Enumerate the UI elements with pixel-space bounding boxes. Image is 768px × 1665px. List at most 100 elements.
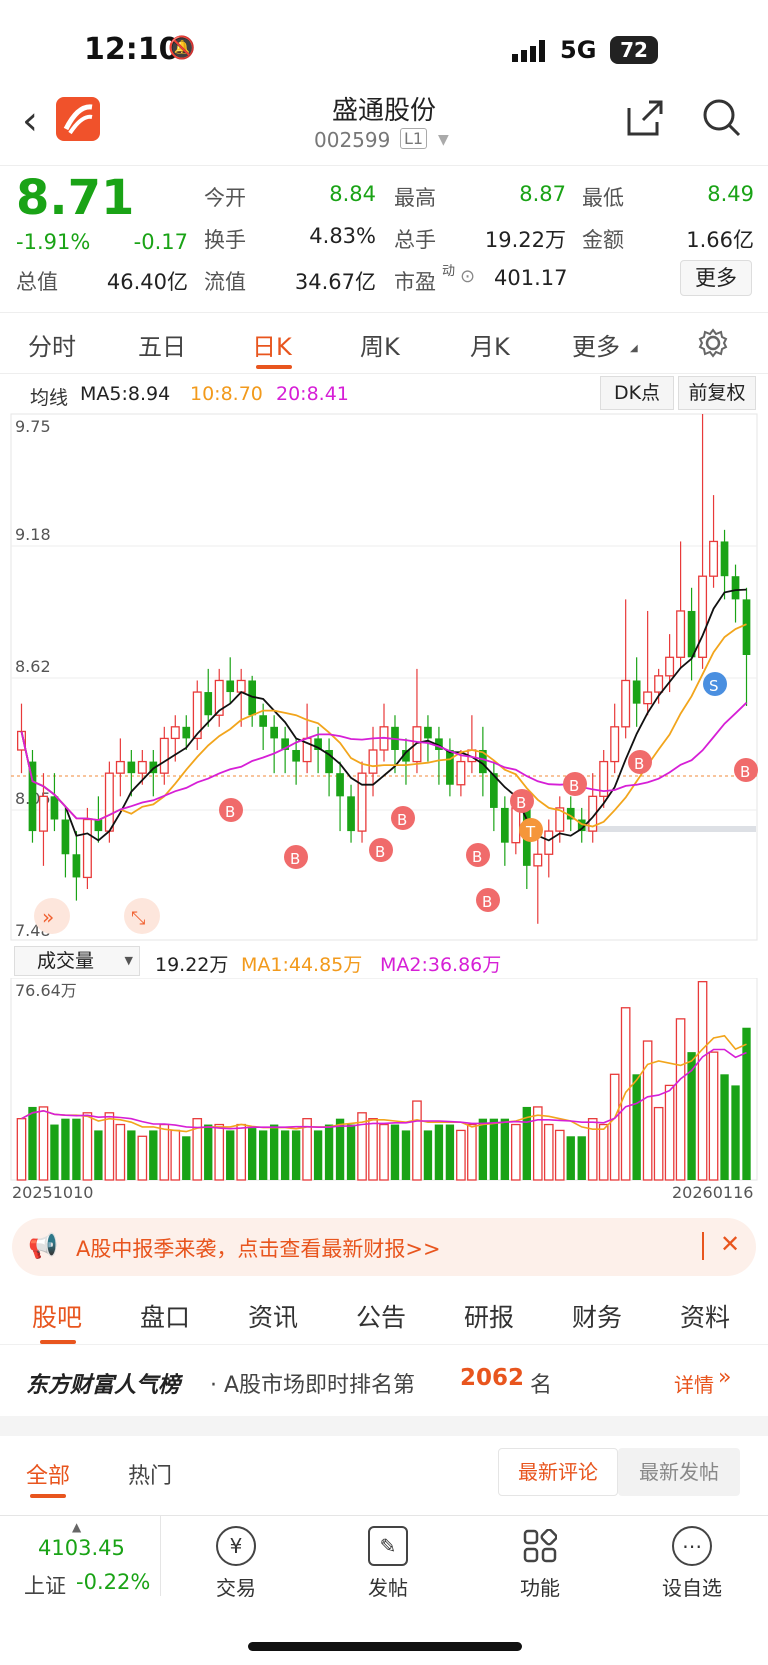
- volume-bar: [664, 1084, 675, 1181]
- indicator-selector[interactable]: 成交量 ▼: [14, 946, 140, 976]
- sort-latest-post[interactable]: 最新发帖: [618, 1448, 740, 1496]
- svg-text:S: S: [709, 677, 719, 695]
- nav-trade[interactable]: ¥ 交易: [186, 1526, 286, 1601]
- rank-detail-link[interactable]: 详情: [674, 1373, 714, 1397]
- price-tick-1: 9.75: [15, 417, 51, 436]
- tab-indicator: [256, 365, 292, 369]
- level-badge[interactable]: L1: [400, 128, 428, 149]
- volume-bar: [236, 1123, 247, 1181]
- info-icon[interactable]: ⊙: [460, 266, 476, 287]
- volume-bar: [28, 1106, 37, 1180]
- candle-body: [709, 540, 719, 577]
- filter-hot[interactable]: 热门: [128, 1464, 173, 1489]
- close-icon[interactable]: ✕: [720, 1230, 741, 1258]
- nav-add-watchlist[interactable]: ⋯ 设自选: [642, 1526, 742, 1601]
- candle-body: [402, 749, 410, 762]
- volume-bar: [226, 1130, 235, 1180]
- candle-body: [555, 807, 565, 832]
- volume-bars-group: [16, 981, 751, 1181]
- kline-chart[interactable]: 9.75 9.18 8.62 8.05 7.48 B B B B B B B B…: [0, 412, 768, 942]
- volume-bar: [368, 1118, 378, 1181]
- sort-latest-comment[interactable]: 最新评论: [498, 1448, 618, 1496]
- candle-body: [435, 738, 443, 750]
- buy-signal-marker: [284, 845, 308, 869]
- tab-announcements[interactable]: 公告: [356, 1303, 407, 1332]
- buy-signal-marker: [476, 888, 500, 912]
- index-value[interactable]: 4103.45: [38, 1536, 125, 1560]
- tab-news[interactable]: 资讯: [248, 1303, 299, 1332]
- popularity-rank[interactable]: 东方财富人气榜 · A股市场即时排名第 2062 名 详情 »: [0, 1344, 768, 1416]
- trade-icon: ¥: [216, 1526, 256, 1566]
- candle-body: [742, 599, 751, 655]
- filter-indicator: [30, 1494, 66, 1498]
- tab-five-day[interactable]: 五日: [138, 333, 186, 361]
- candle-body: [292, 749, 300, 762]
- buy-signal-marker: [510, 789, 534, 813]
- candle-body: [687, 610, 696, 658]
- candle-body: [127, 761, 136, 774]
- volume-bar: [566, 1136, 575, 1180]
- rank-suffix: 名: [530, 1373, 553, 1398]
- share-icon[interactable]: [625, 98, 665, 142]
- volume-bar: [412, 1100, 422, 1181]
- tab-intraday[interactable]: 分时: [28, 333, 76, 361]
- tab-more-caret-icon: ◢: [630, 343, 638, 354]
- candle-body: [192, 691, 202, 740]
- tab-profile[interactable]: 资料: [680, 1303, 731, 1332]
- volume-bar: [182, 1136, 191, 1180]
- report-banner[interactable]: 📢 A股中报季来袭，点击查看最新财报>> ✕: [12, 1218, 756, 1276]
- start-date: 20251010: [12, 1183, 93, 1202]
- tab-weekly-k[interactable]: 周K: [360, 333, 400, 361]
- dk-point-button[interactable]: DK点: [600, 376, 674, 410]
- chevron-down-icon: ▼: [124, 954, 133, 967]
- volume-bar: [258, 1130, 268, 1180]
- sell-signal-marker: [703, 672, 727, 696]
- expand-icon: »: [34, 898, 70, 934]
- volume-bar: [335, 1118, 345, 1180]
- tab-daily-k[interactable]: 日K: [252, 333, 292, 361]
- tab-guba[interactable]: 股吧: [32, 1303, 83, 1332]
- candle-body: [236, 679, 246, 693]
- float-value: 34.67亿: [294, 270, 376, 294]
- nav-trade-label: 交易: [216, 1576, 256, 1600]
- svg-text:B: B: [397, 811, 407, 829]
- more-quote-button[interactable]: 更多: [680, 260, 752, 296]
- volume-bar: [357, 1112, 367, 1181]
- volume-label: 总手: [394, 228, 436, 252]
- candle-body: [115, 760, 125, 774]
- tab-more[interactable]: 更多: [572, 333, 620, 361]
- search-icon[interactable]: [702, 98, 742, 142]
- tab-handicap[interactable]: 盘口: [140, 1303, 191, 1332]
- adjust-button[interactable]: 前复权: [678, 376, 756, 410]
- candle-body: [50, 796, 59, 820]
- nav-functions[interactable]: 功能: [490, 1526, 590, 1601]
- volume-bar: [346, 1124, 356, 1180]
- stock-code: 002599: [314, 128, 391, 152]
- candle-body: [676, 610, 686, 658]
- nav-divider: [160, 1516, 161, 1596]
- filter-all[interactable]: 全部: [26, 1464, 71, 1489]
- tab-monthly-k[interactable]: 月K: [470, 333, 510, 361]
- tab-finance[interactable]: 财务: [572, 1303, 623, 1332]
- candle-body: [621, 679, 631, 728]
- stock-header: ‹ 盛通股份 002599 L1 ▼: [0, 80, 768, 165]
- nav-post[interactable]: ✎ 发帖: [338, 1526, 438, 1601]
- rank-brand: 东方财富人气榜: [26, 1373, 181, 1398]
- volume-bar: [280, 1130, 290, 1180]
- candle-body: [643, 691, 653, 705]
- network-type: 5G: [560, 36, 597, 64]
- settings-gear-icon[interactable]: [697, 327, 729, 363]
- volume-chart[interactable]: 76.64万 20251010 20260116: [0, 978, 768, 1206]
- back-icon[interactable]: ‹: [22, 98, 38, 144]
- volume-bar: [675, 1018, 686, 1181]
- volume-bar: [554, 1129, 565, 1181]
- btab-indicator: [40, 1340, 76, 1344]
- chevron-down-icon[interactable]: ▼: [438, 132, 449, 148]
- price-tick-3: 8.62: [15, 657, 51, 676]
- tab-research[interactable]: 研报: [464, 1303, 515, 1332]
- volume-bar: [149, 1130, 158, 1180]
- candle-body: [204, 692, 213, 716]
- volume-bar: [500, 1118, 510, 1180]
- post-filter: 全部 热门 最新评论 最新发帖: [0, 1436, 768, 1514]
- candle-body: [446, 749, 454, 785]
